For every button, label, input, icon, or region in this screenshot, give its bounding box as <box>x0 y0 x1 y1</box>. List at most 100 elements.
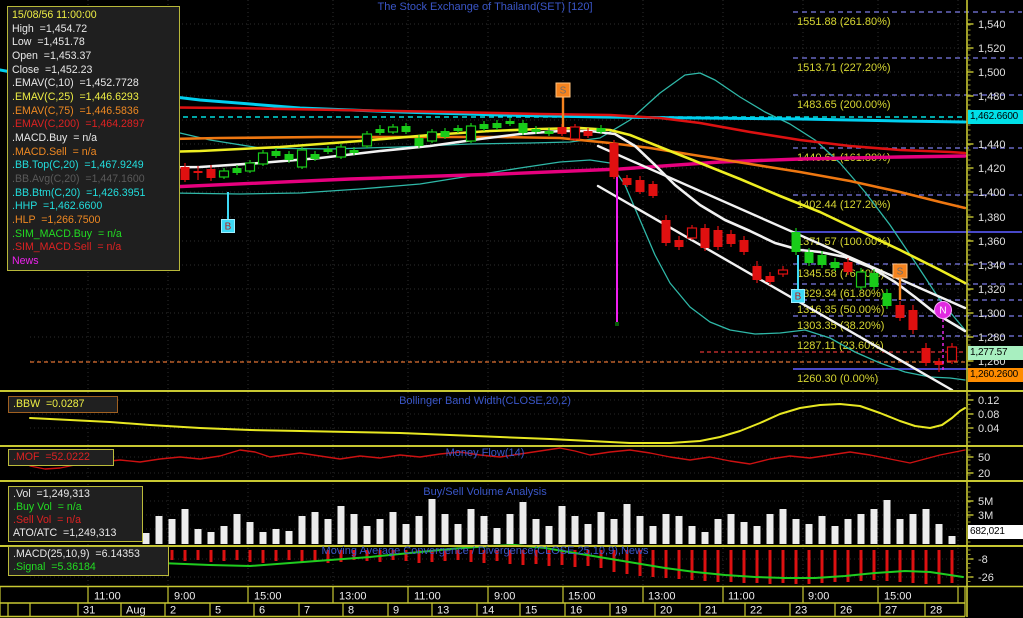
macd-histogram-bar <box>677 550 681 579</box>
macd-value-label: .MACD(25,10,9) =6.14353 .Signal =5.36184 <box>8 546 169 576</box>
legend-line: .BB.Avg(C,20) =1,447.1600 <box>12 172 145 185</box>
macd-histogram-bar <box>313 550 317 561</box>
candlestick <box>700 228 710 248</box>
volume-bar <box>259 532 267 544</box>
volume-bar <box>779 509 787 544</box>
date-axis-label: 16 <box>570 605 582 617</box>
legend-line: .Sell Vol = n/a <box>13 513 82 526</box>
legend-line: .BBW =0.0287 <box>13 398 85 410</box>
sell-signal-marker <box>555 82 571 98</box>
macd-histogram-bar <box>261 550 265 563</box>
time-axis-label: 13:00 <box>648 591 676 603</box>
macd-histogram-bar <box>664 550 668 578</box>
volume-bar <box>376 519 384 544</box>
buy-marker-letter: B <box>225 222 232 233</box>
legend-line: .MACD(25,10,9) =6.14353 <box>13 548 140 560</box>
volume-bar <box>727 514 735 544</box>
candlestick <box>791 232 801 252</box>
candlestick <box>557 127 567 134</box>
candlestick <box>531 129 541 132</box>
candlestick <box>921 348 931 363</box>
macd-histogram-bar <box>690 550 694 580</box>
macd-histogram-bar <box>456 550 460 560</box>
news-marker-letter: N <box>939 306 946 317</box>
candlestick <box>361 133 373 147</box>
sell-marker-letter: S <box>897 267 904 278</box>
candlestick <box>830 262 840 268</box>
date-axis-label: 22 <box>750 605 762 617</box>
date-axis-label: 31 <box>83 605 95 617</box>
candlestick <box>492 123 502 128</box>
volume-bar <box>350 514 358 544</box>
macd-histogram-bar <box>586 550 590 566</box>
candlestick <box>479 124 489 129</box>
date-axis-label: 9 <box>393 605 399 617</box>
volume-bar <box>532 519 540 544</box>
macd-histogram-bar <box>859 550 863 581</box>
macd-histogram-bar <box>768 550 772 584</box>
candlestick <box>323 149 333 152</box>
candlestick <box>453 128 463 131</box>
axis-tick-label: -8 <box>978 554 988 566</box>
legend-line: News <box>12 254 39 267</box>
volume-bar <box>311 512 319 544</box>
candlestick <box>908 310 918 330</box>
candlestick <box>869 273 879 287</box>
macd-histogram-bar <box>352 550 356 560</box>
legend-line: High =1,454.72 <box>12 22 88 35</box>
sell-marker-letter: S <box>560 86 567 97</box>
volume-bar <box>610 519 618 544</box>
macd-histogram-bar <box>807 550 811 584</box>
volume-bar <box>597 512 605 544</box>
fib-label: 1513.71 (227.20%) <box>797 62 891 74</box>
volume-bar <box>753 526 761 544</box>
time-axis-label: 15:00 <box>254 591 282 603</box>
fib-label: 1483.65 (200.00%) <box>797 99 891 111</box>
news-vline-dot <box>615 322 619 326</box>
volume-bar <box>935 524 943 544</box>
date-axis-label: 5 <box>215 605 221 617</box>
ema75-line <box>28 135 967 210</box>
last-price-tag-orange: 1,260.2600 <box>968 368 1023 382</box>
axis-tick-label: 3M <box>978 510 993 522</box>
macd-histogram-bar <box>833 550 837 582</box>
time-axis-label: 11:00 <box>94 591 121 603</box>
fib-label: 1287.11 (23.60%) <box>797 340 884 352</box>
volume-bar <box>805 524 813 544</box>
time-axis-label: 11:00 <box>728 591 755 603</box>
candlestick <box>596 128 606 132</box>
macd-histogram-bar <box>287 550 291 560</box>
legend-line: .MACD.Buy = n/a <box>12 131 98 144</box>
macd-panel-title: Moving Average Convergence / Divergence(… <box>321 545 649 557</box>
macd-histogram-bar <box>755 550 759 583</box>
candlestick <box>232 168 242 173</box>
volume-bar <box>662 514 670 544</box>
candlestick <box>257 152 269 165</box>
volume-bar <box>948 536 956 544</box>
legend-line: .EMAV(C,25) =1,446.6293 <box>12 90 139 103</box>
date-axis-label: Aug <box>126 605 146 617</box>
volume-bar <box>493 528 501 544</box>
candlestick <box>583 131 593 136</box>
money-flow-line <box>29 447 966 470</box>
volume-bar <box>857 514 865 544</box>
macd-histogram-bar <box>508 550 512 564</box>
volume-bar <box>649 526 657 544</box>
bbw-panel-title: Bollinger Band Width(CLOSE,20,2) <box>399 395 571 407</box>
macd-histogram-bar <box>183 550 187 561</box>
mof-value-label: .MOF =52.0222 <box>8 449 114 466</box>
candlestick <box>569 126 581 140</box>
volume-bar <box>623 504 631 544</box>
legend-line: .HLP =1,266.7500 <box>12 213 101 226</box>
time-axis-label: 9:00 <box>494 591 515 603</box>
macd-histogram-bar <box>404 550 408 561</box>
candlestick <box>193 171 203 173</box>
legend-line: .Vol =1,249,313 <box>13 488 90 500</box>
volume-bar <box>519 502 527 544</box>
volume-bar <box>922 509 930 544</box>
candlestick <box>244 162 256 172</box>
fib-label: 1260.30 (0.00%) <box>797 373 878 385</box>
volume-bar <box>883 500 891 544</box>
